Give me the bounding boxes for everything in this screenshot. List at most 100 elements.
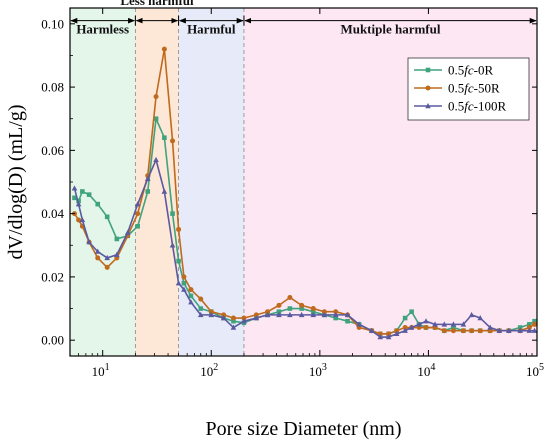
series-2-point-21	[253, 315, 260, 321]
series-2-point-22	[264, 311, 271, 318]
y-tick-label-0: 0.00	[41, 333, 64, 348]
zone-label-3: Muktiple harmful	[340, 21, 440, 36]
series-1-point-8	[135, 211, 141, 217]
legend-swatch-marker-0	[425, 67, 431, 73]
series-1-point-12	[170, 138, 176, 144]
zone-band-2	[178, 8, 244, 356]
series-2-point-16	[197, 311, 204, 318]
series-2-point-23	[276, 311, 282, 318]
series-1-point-43	[469, 328, 475, 334]
y-tick-label-5: 0.10	[41, 16, 64, 31]
series-2-point-41	[450, 321, 457, 327]
series-1-point-35	[402, 325, 408, 331]
series-0-point-49	[527, 322, 532, 327]
series-0-point-0	[72, 195, 77, 201]
zone-label-2: Harmful	[187, 21, 236, 36]
series-2-point-1	[75, 201, 82, 207]
series-2-point-20	[241, 318, 247, 324]
series-2-point-11	[161, 188, 168, 194]
series-1-point-1	[76, 217, 82, 223]
series-0-point-11	[162, 135, 167, 141]
series-1-point-26	[310, 306, 316, 312]
series-0-point-24	[287, 306, 293, 311]
series-2-point-5	[104, 254, 110, 261]
series-2-point-42	[460, 321, 467, 327]
series-2-point-6	[114, 251, 120, 257]
series-0-point-41	[451, 325, 456, 330]
x-tick-label-0: 101	[92, 362, 110, 379]
series-2-point-39	[432, 321, 438, 327]
series-1-point-50	[532, 321, 538, 327]
series-2-point-34	[393, 330, 400, 337]
series-2-point-0	[71, 185, 78, 191]
series-1-point-22	[265, 309, 271, 315]
zone-band-0	[70, 8, 136, 356]
series-0-point-12	[170, 211, 175, 216]
series-2-point-40	[441, 321, 448, 327]
series-2-point-26	[310, 311, 317, 318]
series-1-point-10	[153, 94, 159, 100]
series-1-point-20	[241, 315, 247, 321]
series-0-point-19	[231, 318, 236, 324]
series-2-point-12	[169, 242, 176, 248]
series-2-point-4	[94, 248, 101, 254]
series-2-point-19	[230, 324, 237, 330]
series-2-point-9	[144, 175, 151, 182]
series-1-point-34	[394, 328, 400, 334]
series-1-point-44	[477, 328, 483, 334]
series-1-point-19	[230, 315, 236, 321]
series-1-point-25	[299, 302, 305, 308]
series-2-point-33	[385, 334, 392, 340]
series-1-point-15	[188, 287, 194, 293]
series-2-point-2	[79, 216, 86, 223]
series-1-point-38	[423, 325, 429, 331]
legend-label-2: 0.5fc-100R	[448, 99, 506, 114]
series-2-point-35	[402, 327, 408, 333]
series-2-point-13	[175, 280, 182, 286]
series-2-point-50	[531, 327, 538, 333]
series-2-point-17	[208, 311, 215, 318]
series-1-point-16	[198, 296, 204, 302]
series-1-point-28	[333, 309, 339, 315]
series-2-point-45	[487, 324, 493, 330]
series-2-point-8	[134, 201, 141, 207]
series-2-point-18	[220, 315, 227, 321]
legend-swatch-marker-1	[425, 85, 431, 91]
x-tick-label-4: 105	[526, 362, 544, 379]
series-2-point-38	[423, 318, 429, 324]
x-tick-label-3: 104	[417, 362, 435, 379]
zone-label-1: Less harmful	[120, 0, 194, 8]
series-1-point-24	[287, 294, 293, 300]
series-2	[71, 156, 538, 340]
series-0-point-8	[135, 223, 140, 229]
series-1-point-4	[95, 255, 101, 261]
y-tick-label-2: 0.04	[41, 206, 64, 221]
series-0-point-3	[86, 192, 92, 197]
legend-entry-2: 0.5fc-100R	[414, 99, 506, 114]
series-1-point-18	[221, 312, 227, 318]
series-2-point-49	[526, 327, 533, 333]
series-0-point-23	[276, 309, 282, 315]
series-2-point-10	[153, 156, 159, 163]
series-0-point-26	[310, 309, 316, 315]
series-2-point-24	[287, 311, 293, 318]
axis-ticks: 0.00 0.02 0.04 0.06 0.08 0.10 101 102 103 104 105	[41, 8, 544, 379]
series-2-point-14	[181, 286, 187, 292]
series-1-point-14	[181, 274, 187, 280]
series-2-point-7	[124, 229, 131, 235]
series-0-point-48	[517, 325, 523, 330]
series-1-point-21	[253, 312, 259, 318]
series-2-point-31	[368, 327, 375, 333]
legend-swatch-marker-2	[425, 103, 431, 109]
series-2-point-27	[321, 311, 328, 318]
series-2-point-36	[408, 324, 415, 330]
series-1-point-27	[321, 309, 327, 315]
legend-label-0: 0.5fc-0R	[448, 63, 493, 78]
y-tick-label-4: 0.08	[41, 80, 64, 95]
series-2-point-25	[298, 311, 305, 318]
series-0-point-28	[333, 315, 339, 321]
zone-boundaries	[134, 8, 245, 356]
zone-band-1	[135, 8, 179, 356]
legend-entry-0: 0.5fc-0R	[414, 63, 493, 78]
